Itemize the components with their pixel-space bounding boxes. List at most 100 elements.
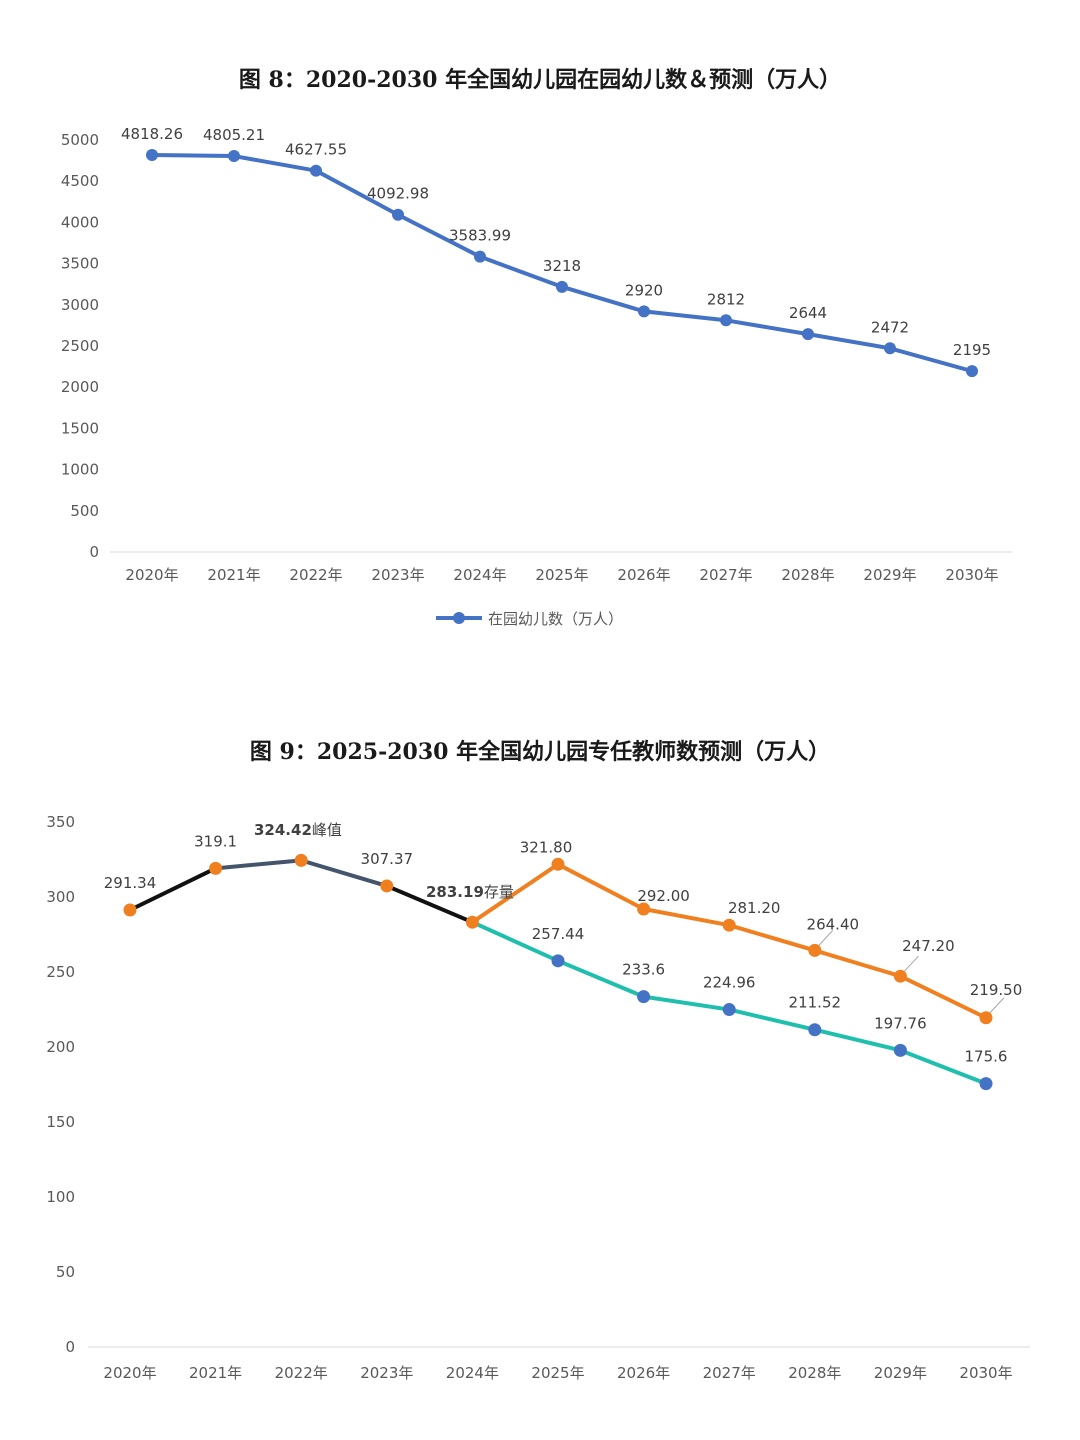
x-tick-label: 2020年 [125, 566, 178, 584]
y-tick-label: 4000 [61, 213, 99, 231]
x-tick-label: 2021年 [189, 1364, 242, 1382]
series-line-segment [898, 974, 988, 1020]
data-label: 257.44 [532, 925, 585, 943]
chart-title: 图 9：2025-2030 年全国幼儿园专任教师数预测（万人） [249, 739, 831, 765]
y-tick-label: 3500 [61, 255, 99, 273]
data-label: 292.00 [637, 887, 690, 905]
y-tick-label: 0 [65, 1338, 75, 1356]
y-tick-label: 2000 [61, 378, 99, 396]
y-tick-label: 250 [46, 963, 75, 981]
data-label: 224.96 [703, 974, 756, 992]
data-point-lower [893, 1043, 907, 1057]
series-line-segment [641, 907, 732, 928]
data-point [638, 305, 650, 318]
y-tick-label: 300 [46, 888, 75, 906]
x-tick-label: 2023年 [371, 566, 424, 584]
x-tick-label: 2022年 [275, 1364, 328, 1382]
data-label: 4818.26 [121, 125, 183, 143]
data-point [228, 150, 240, 163]
data-point-upper [637, 902, 651, 916]
y-tick-label: 50 [56, 1263, 75, 1281]
data-label: 2644 [789, 304, 827, 322]
y-tick-label: 4500 [61, 172, 99, 190]
data-point-upper [465, 915, 479, 929]
y-tick-label: 0 [89, 543, 99, 561]
x-tick-label: 2026年 [617, 566, 670, 584]
legend-label: 在园幼儿数（万人） [488, 610, 623, 628]
data-point-upper [209, 861, 223, 875]
y-tick-label: 350 [46, 813, 75, 831]
y-tick-label: 1000 [61, 461, 99, 479]
series-line-segment [470, 862, 560, 925]
data-label: 2920 [625, 281, 663, 299]
x-tick-label: 2029年 [863, 566, 916, 584]
legend-marker [453, 612, 465, 624]
data-point-upper [979, 1011, 993, 1025]
x-tick-label: 2030年 [945, 566, 998, 584]
x-tick-label: 2025年 [535, 566, 588, 584]
chart-plot-area: 0 50 100 150 200 250 300 350 2020年 2021年 2022年 2023… [46, 813, 1030, 1382]
x-tick-label: 2026年 [617, 1364, 670, 1382]
data-point-upper [123, 903, 137, 917]
data-point-upper [808, 943, 822, 957]
data-label: 291.34 [104, 874, 157, 892]
annotation-label: 283.19存量 [426, 883, 514, 901]
data-label: 2195 [953, 341, 991, 359]
x-tick-label: 2022年 [289, 566, 342, 584]
data-label: 247.20 [902, 937, 955, 955]
series-line-segment [556, 862, 646, 911]
data-point [884, 342, 896, 355]
data-label: 3583.99 [449, 227, 511, 245]
x-tick-label: 2028年 [788, 1364, 841, 1382]
data-label: 4092.98 [367, 185, 429, 203]
data-point [392, 208, 404, 221]
series-line-segment [727, 923, 817, 953]
data-label: 307.37 [361, 850, 414, 868]
data-label: 321.80 [520, 838, 573, 856]
chart-teacher-forecast: 图 9：2025-2030 年全国幼儿园专任教师数预测（万人） 0 50 100 15… [0, 700, 1080, 1440]
data-point-lower [979, 1077, 993, 1091]
annotation-value: 324.42 [254, 821, 312, 839]
annotation-suffix: 存量 [484, 883, 514, 901]
x-tick-label: 2029年 [874, 1364, 927, 1382]
data-label: 4805.21 [203, 126, 265, 144]
annotation-label: 324.42峰值 [254, 821, 342, 839]
data-label: 281.20 [728, 899, 781, 917]
data-point-lower [551, 954, 565, 968]
data-point-upper [722, 918, 736, 932]
data-label: 175.6 [965, 1048, 1008, 1066]
y-tick-label: 2500 [61, 337, 99, 355]
y-tick-label: 1500 [61, 419, 99, 437]
data-point-upper [893, 969, 907, 983]
data-point [802, 328, 814, 341]
series-line-segment [213, 858, 304, 871]
chart-plot-area: 0 500 1000 1500 2000 2500 3000 3500 4000 4500 5000… [61, 125, 1012, 628]
y-tick-label: 200 [46, 1038, 75, 1056]
x-tick-label: 2030年 [959, 1364, 1012, 1382]
data-label: 264.40 [807, 915, 860, 933]
y-tick-label: 150 [46, 1113, 75, 1131]
data-label: 211.52 [789, 994, 842, 1012]
data-point-lower [637, 990, 651, 1004]
data-point-lower [722, 1003, 736, 1017]
x-tick-label: 2028年 [781, 566, 834, 584]
x-tick-label: 2024年 [453, 566, 506, 584]
x-tick-label: 2020年 [103, 1364, 156, 1382]
data-point [556, 280, 568, 293]
leader-line [904, 955, 919, 972]
data-point [310, 164, 322, 177]
data-label: 233.6 [622, 961, 665, 979]
y-tick-label: 500 [70, 502, 99, 520]
x-tick-label: 2027年 [703, 1364, 756, 1382]
data-point [720, 314, 732, 327]
data-point [146, 148, 158, 161]
data-label: 219.50 [970, 981, 1023, 999]
x-tick-label: 2024年 [446, 1364, 499, 1382]
data-label: 3218 [543, 257, 581, 275]
data-point-upper [294, 853, 308, 867]
data-point-upper [380, 879, 394, 893]
chart-kindergarten-enrollment: 图 8：2020-2030 年全国幼儿园在园幼儿数＆预测（万人） 0 500 100… [0, 0, 1080, 660]
data-label: 2472 [871, 318, 909, 336]
x-tick-label: 2027年 [699, 566, 752, 584]
series-line-segment [128, 866, 218, 912]
